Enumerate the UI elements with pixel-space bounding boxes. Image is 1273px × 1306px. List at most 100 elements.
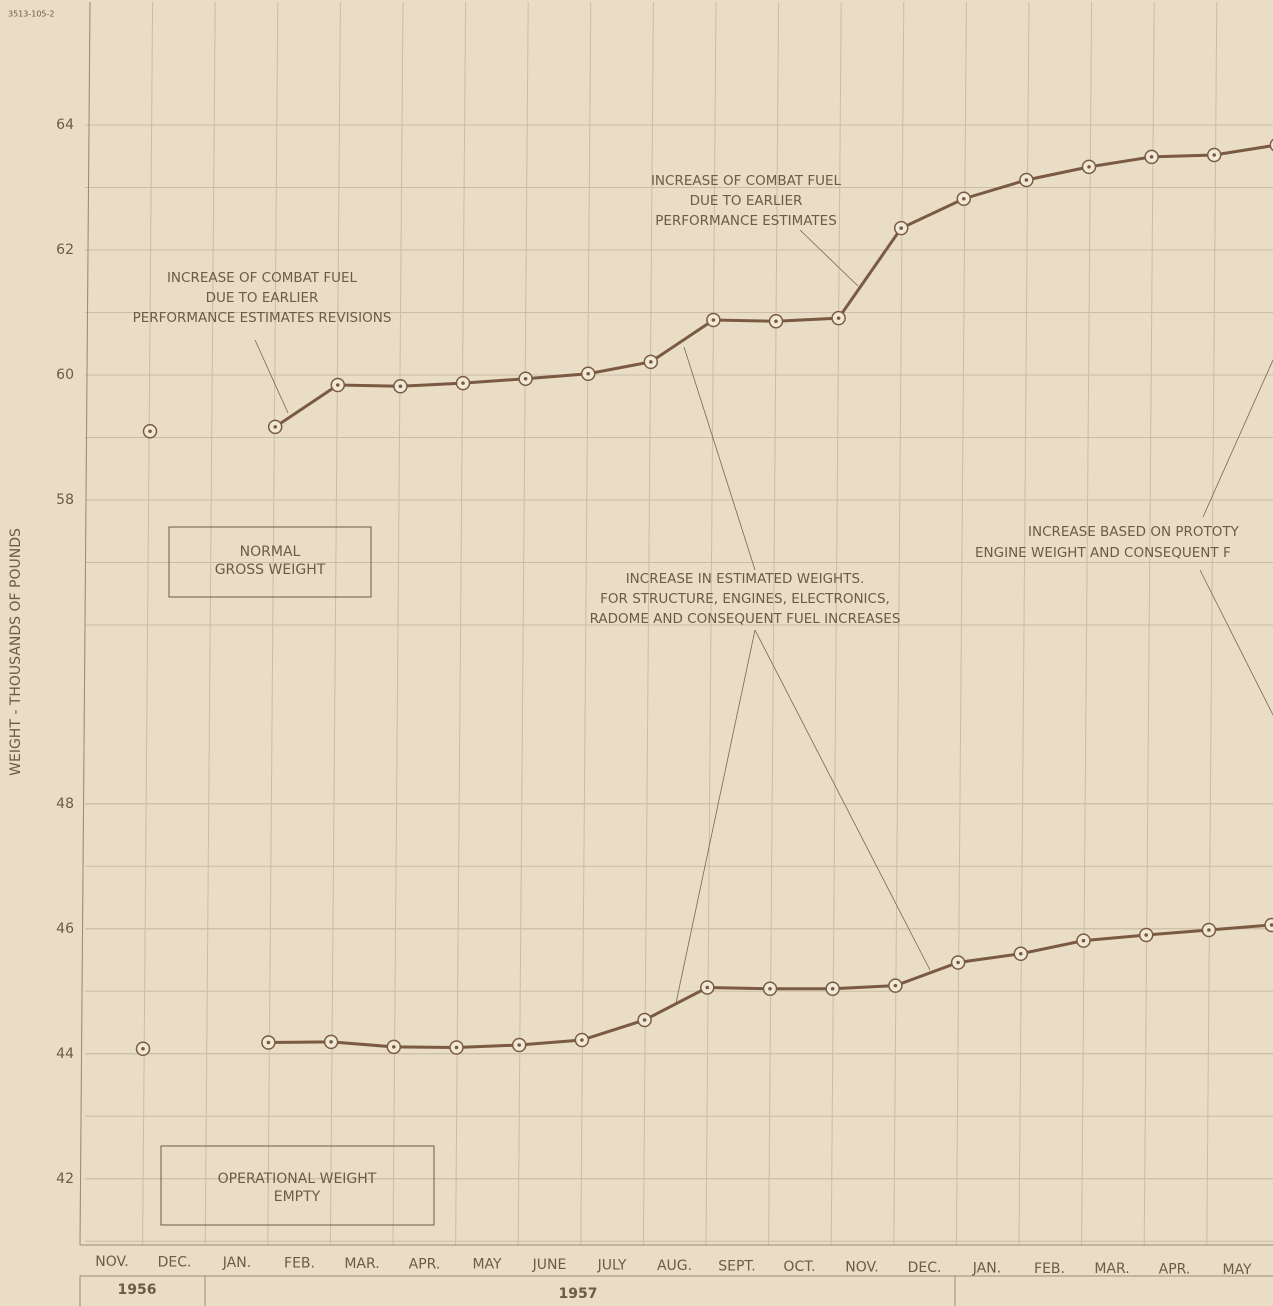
grid-line-v — [204, 1, 216, 1246]
doc-id: 3513-105-2 — [8, 10, 55, 19]
data-point-dot — [711, 318, 716, 322]
x-tick-label: AUG. — [657, 1258, 692, 1274]
x-tick-label: APR. — [1159, 1262, 1191, 1278]
data-point-dot — [141, 1046, 145, 1051]
y-tick-label: 60 — [56, 367, 74, 383]
leader-line — [799, 229, 859, 287]
year-row — [79, 1275, 1273, 1306]
x-tick-label: OCT. — [783, 1259, 815, 1275]
leader-line — [675, 629, 756, 1004]
legend-label: EMPTY — [274, 1189, 321, 1205]
x-tick-label: DEC. — [158, 1254, 192, 1270]
data-point-dot — [148, 429, 152, 434]
data-point-dot — [1149, 155, 1154, 159]
leader-line — [1202, 359, 1273, 518]
data-point-dot — [392, 1045, 396, 1049]
x-tick-label: FEB. — [1034, 1261, 1065, 1277]
y-tick-label: 64 — [56, 117, 74, 133]
y-axis-label: WEIGHT - THOUSANDS OF POUNDS — [8, 528, 24, 776]
y-tick-label: 46 — [56, 921, 74, 937]
data-point-dot — [1081, 938, 1086, 943]
data-point-dot — [899, 226, 903, 230]
x-tick-label: JUNE — [532, 1257, 567, 1273]
x-tick-label: MAY — [472, 1257, 502, 1273]
data-point-dot — [266, 1040, 271, 1045]
data-point-dot — [461, 381, 465, 385]
grid — [79, 1, 1273, 1246]
x-tick-label: MAR. — [344, 1256, 379, 1272]
y-tick-label: 44 — [56, 1046, 74, 1062]
grid-line-v — [1018, 1, 1030, 1246]
y-tick-label: 42 — [56, 1171, 74, 1187]
legend-box — [168, 526, 372, 598]
data-point-dot — [836, 316, 841, 320]
data-point-dot — [273, 425, 278, 429]
legend-box — [160, 1145, 435, 1226]
x-tick-label: MAR. — [1094, 1261, 1129, 1277]
data-point-dot — [580, 1038, 584, 1042]
data-point-dot — [893, 983, 898, 988]
grid-line-v — [893, 1, 905, 1246]
data-point-dot — [649, 360, 653, 364]
data-point-dot — [517, 1043, 521, 1047]
data-point-dot — [1144, 933, 1148, 937]
data-point — [1264, 917, 1273, 933]
annotation: INCREASE IN ESTIMATED WEIGHTS. — [626, 571, 865, 587]
grid-line-v — [1206, 1, 1218, 1246]
data-point-dot — [962, 196, 966, 201]
x-tick-label: NOV. — [95, 1254, 128, 1270]
grid-line-v — [955, 1, 967, 1246]
data-point-dot — [1212, 153, 1216, 157]
data-point-dot — [774, 319, 778, 324]
x-tick-label: JAN. — [972, 1260, 1001, 1276]
annotation: FOR STRUCTURE, ENGINES, ELECTRONICS, — [600, 591, 890, 607]
y-tick-label: 62 — [56, 242, 74, 258]
data-point-dot — [329, 1040, 333, 1044]
annotation: RADOME AND CONSEQUENT FUEL INCREASES — [590, 611, 901, 627]
y-tick-label: 58 — [56, 492, 74, 508]
grid-line-v — [1143, 1, 1155, 1246]
annotation: DUE TO EARLIER — [690, 193, 803, 209]
grid-line-v — [392, 1, 404, 1246]
y-axis — [79, 1, 91, 1246]
grid-line-v — [455, 1, 467, 1246]
x-tick-label: APR. — [409, 1256, 441, 1272]
data-point-dot — [336, 383, 340, 387]
x-tick-label: JAN. — [222, 1255, 251, 1271]
data-point-dot — [830, 986, 835, 991]
data-point-dot — [1019, 951, 1023, 956]
data-point-dot — [956, 960, 960, 965]
annotation: INCREASE BASED ON PROTOTY — [1028, 524, 1240, 540]
data-point-dot — [705, 985, 710, 990]
data-point-dot — [454, 1045, 459, 1050]
leader-line — [254, 339, 289, 414]
leader-line — [1199, 569, 1273, 716]
leader-line — [754, 629, 931, 971]
data-point-dot — [523, 376, 528, 381]
data-point-dot — [398, 384, 403, 389]
data-point-dot — [1087, 165, 1091, 169]
annotation: PERFORMANCE ESTIMATES — [655, 213, 837, 229]
data-point — [1269, 138, 1273, 152]
grid-line-v — [142, 1, 154, 1246]
x-tick-label: DEC. — [908, 1260, 942, 1276]
grid-line-v — [642, 1, 654, 1246]
legend-label: GROSS WEIGHT — [215, 562, 326, 578]
data-point-dot — [1207, 928, 1211, 932]
y-tick-label: 48 — [56, 796, 74, 812]
x-tick-label: SEPT. — [718, 1259, 756, 1275]
grid-line-v — [1081, 1, 1093, 1246]
annotation: PERFORMANCE ESTIMATES REVISIONS — [133, 310, 392, 326]
legend-label: OPERATIONAL WEIGHT — [218, 1171, 377, 1187]
data-point-dot — [1024, 178, 1029, 182]
data-point-dot — [1269, 923, 1273, 927]
x-tick-label: MAY — [1222, 1262, 1252, 1278]
x-tick-label: NOV. — [845, 1259, 878, 1275]
annotation: INCREASE OF COMBAT FUEL — [167, 270, 358, 286]
leader-line — [683, 346, 756, 571]
year-label: 1956 — [118, 1282, 157, 1298]
year-label: 1957 — [559, 1286, 598, 1302]
annotation: INCREASE OF COMBAT FUEL — [651, 173, 842, 189]
